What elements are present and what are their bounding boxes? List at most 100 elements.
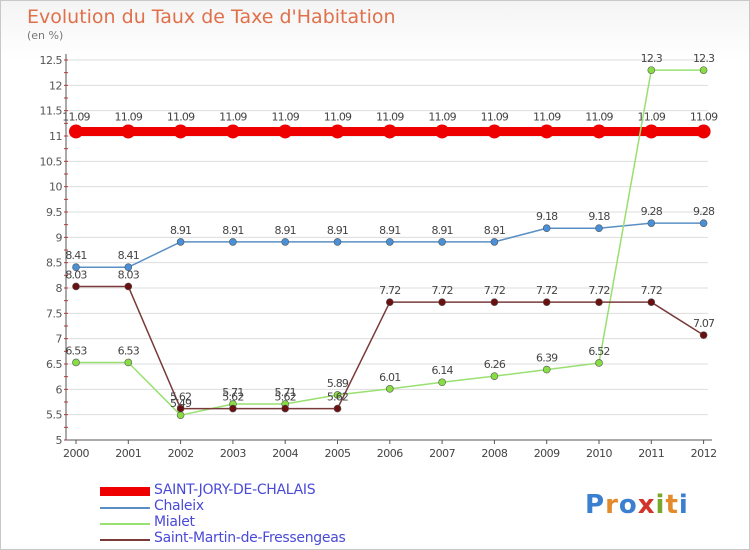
data-point bbox=[176, 404, 185, 413]
data-label: 11.09 bbox=[585, 110, 613, 123]
logo-letter: o bbox=[618, 490, 638, 520]
data-point bbox=[542, 298, 551, 306]
data-point bbox=[229, 404, 237, 413]
data-label: 11.09 bbox=[167, 110, 195, 123]
x-tick-label: 2009 bbox=[534, 447, 560, 460]
data-point bbox=[173, 124, 188, 139]
y-tick-label: 5.5 bbox=[46, 409, 62, 422]
data-point bbox=[124, 263, 133, 272]
data-point bbox=[72, 358, 80, 367]
series-chaleix: 8.41 8.41 8.91 8.91 8.91 8.91 8.91 8.91 8.91 9.18… bbox=[65, 205, 716, 272]
legend-swatch bbox=[100, 539, 150, 541]
data-label: 11.09 bbox=[376, 110, 404, 123]
data-label: 6.14 bbox=[431, 364, 453, 377]
data-label: 8.03 bbox=[118, 268, 140, 281]
data-point bbox=[438, 378, 446, 387]
data-label: 6.52 bbox=[588, 345, 609, 358]
data-label: 9.18 bbox=[588, 210, 610, 223]
x-tick-label: 2001 bbox=[115, 447, 141, 460]
x-tick-label: 2004 bbox=[272, 447, 298, 460]
data-point bbox=[539, 124, 554, 139]
data-point bbox=[281, 404, 290, 413]
data-label: 9.28 bbox=[641, 205, 663, 218]
data-point bbox=[333, 391, 342, 399]
y-tick-label: 7 bbox=[56, 333, 63, 346]
data-label: 7.72 bbox=[641, 284, 662, 297]
data-point bbox=[385, 298, 394, 306]
y-tick-label: 9.5 bbox=[46, 206, 62, 219]
data-label: 9.28 bbox=[693, 205, 715, 218]
data-label: 5.62 bbox=[327, 391, 348, 404]
data-label: 8.91 bbox=[222, 224, 243, 237]
logo-letter: P bbox=[585, 490, 606, 520]
data-point bbox=[229, 238, 237, 246]
data-point bbox=[225, 124, 240, 139]
data-label: 7.72 bbox=[484, 284, 505, 297]
data-label: 8.91 bbox=[170, 224, 191, 237]
data-label: 5.62 bbox=[222, 391, 243, 404]
data-label: 11.09 bbox=[62, 110, 90, 123]
y-tick-label: 10.5 bbox=[40, 155, 63, 168]
data-point bbox=[385, 385, 394, 393]
data-point bbox=[438, 238, 446, 246]
x-tick-label: 2000 bbox=[63, 447, 89, 460]
data-point bbox=[176, 238, 185, 246]
x-tick-label: 2006 bbox=[377, 447, 403, 460]
data-point bbox=[595, 224, 603, 233]
data-label: 5.62 bbox=[170, 391, 191, 404]
series-mialet: 6.53 6.53 5.49 5.71 5.71 5.89 6.01 6.14 6.26 6.39… bbox=[65, 52, 716, 419]
data-point bbox=[124, 358, 133, 367]
data-point bbox=[699, 331, 708, 339]
x-tick-label: 2003 bbox=[220, 447, 246, 460]
logo-letter: x bbox=[637, 490, 656, 520]
data-point bbox=[647, 219, 656, 227]
data-label: 8.41 bbox=[118, 249, 139, 262]
series-saint-martin-de-fressengeas: 8.03 8.03 5.62 5.62 5.62 5.62 7.72 7.72 7.72 7.72… bbox=[65, 268, 716, 413]
y-tick-label: 12 bbox=[49, 79, 62, 92]
legend-label: Saint-Martin-de-Fressengeas bbox=[154, 530, 346, 546]
y-tick-label: 12.5 bbox=[40, 54, 63, 67]
data-label: 7.07 bbox=[693, 317, 715, 330]
unit-label: (en %) bbox=[27, 29, 64, 42]
data-point bbox=[121, 124, 136, 139]
data-label: 6.53 bbox=[118, 344, 140, 357]
data-point bbox=[595, 359, 603, 367]
data-label: 7.72 bbox=[536, 284, 557, 297]
chart-title: Evolution du Taux de Taxe d'Habitation bbox=[27, 6, 396, 28]
data-label: 11.09 bbox=[690, 110, 718, 123]
x-tick-label: 2002 bbox=[168, 447, 194, 460]
x-tick-label: 2007 bbox=[429, 447, 455, 460]
data-label: 6.01 bbox=[379, 371, 400, 384]
logo-letter: i bbox=[655, 490, 666, 520]
data-point bbox=[382, 124, 397, 139]
legend-swatch bbox=[100, 487, 150, 496]
data-point bbox=[385, 238, 394, 246]
data-point bbox=[72, 282, 80, 291]
data-label: 8.91 bbox=[379, 224, 400, 237]
data-point bbox=[592, 124, 606, 139]
legend-label: SAINT-JORY-DE-CHALAIS bbox=[154, 482, 316, 498]
data-label: 11.09 bbox=[533, 110, 561, 123]
data-label: 11.09 bbox=[638, 110, 666, 123]
x-tick-label: 2008 bbox=[481, 447, 507, 460]
data-label: 6.53 bbox=[65, 344, 87, 357]
y-tick-label: 8.5 bbox=[46, 257, 62, 270]
legend-swatch bbox=[100, 523, 150, 525]
legend-label: Chaleix bbox=[154, 498, 204, 514]
y-tick-label: 9 bbox=[56, 231, 63, 244]
data-label: 5.49 bbox=[170, 397, 192, 410]
data-point bbox=[435, 124, 450, 139]
y-tick-label: 5 bbox=[56, 434, 63, 447]
data-point bbox=[542, 365, 551, 374]
data-point bbox=[176, 411, 185, 419]
data-label: 8.91 bbox=[431, 224, 452, 237]
data-label: 5.89 bbox=[327, 377, 349, 390]
data-point bbox=[696, 124, 711, 139]
y-tick-label: 6.5 bbox=[46, 358, 62, 371]
data-label: 7.72 bbox=[431, 284, 452, 297]
data-label: 8.41 bbox=[65, 249, 86, 262]
y-tick-label: 8 bbox=[56, 282, 63, 295]
data-point bbox=[438, 298, 446, 306]
logo-letter: i bbox=[678, 490, 689, 520]
